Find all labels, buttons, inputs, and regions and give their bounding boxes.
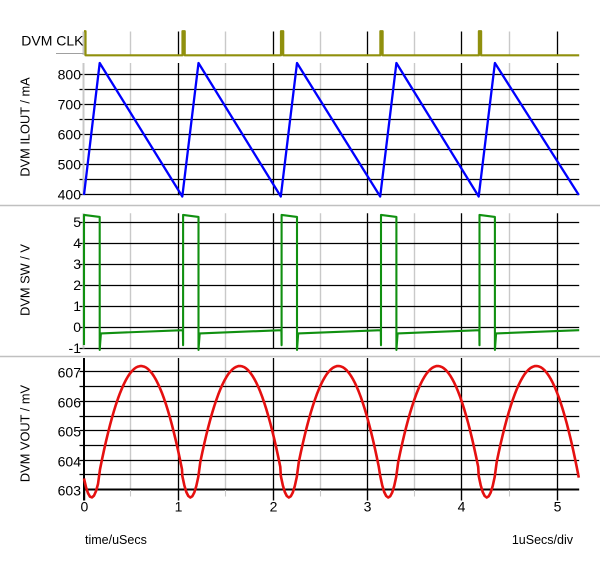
svg-text:4: 4: [73, 235, 81, 251]
svg-text:2: 2: [73, 277, 81, 293]
svg-text:0: 0: [81, 498, 89, 514]
svg-text:1: 1: [175, 498, 183, 514]
svg-text:3: 3: [73, 256, 81, 272]
svg-text:1: 1: [73, 298, 81, 314]
svg-text:604: 604: [58, 454, 82, 470]
svg-text:4: 4: [458, 498, 466, 514]
svg-text:DVM SW / V: DVM SW / V: [18, 244, 33, 316]
svg-text:DVM VOUT / mV: DVM VOUT / mV: [18, 384, 33, 482]
svg-text:DVM ILOUT / mA: DVM ILOUT / mA: [18, 77, 33, 177]
svg-text:400: 400: [58, 186, 82, 202]
svg-text:3: 3: [364, 498, 372, 514]
svg-text:0: 0: [73, 319, 81, 335]
svg-text:700: 700: [58, 96, 82, 112]
svg-text:800: 800: [58, 66, 82, 82]
svg-text:603: 603: [58, 483, 82, 499]
svg-text:-1: -1: [69, 340, 82, 356]
svg-text:time/uSecs: time/uSecs: [85, 533, 147, 547]
svg-text:500: 500: [58, 156, 82, 172]
svg-text:600: 600: [58, 126, 82, 142]
svg-text:1uSecs/div: 1uSecs/div: [512, 533, 574, 547]
svg-text:607: 607: [58, 365, 82, 381]
svg-text:605: 605: [58, 424, 82, 440]
svg-text:5: 5: [73, 214, 81, 230]
svg-text:2: 2: [270, 498, 278, 514]
svg-text:5: 5: [554, 498, 562, 514]
svg-text:DVM CLK: DVM CLK: [21, 33, 84, 49]
svg-text:606: 606: [58, 395, 82, 411]
